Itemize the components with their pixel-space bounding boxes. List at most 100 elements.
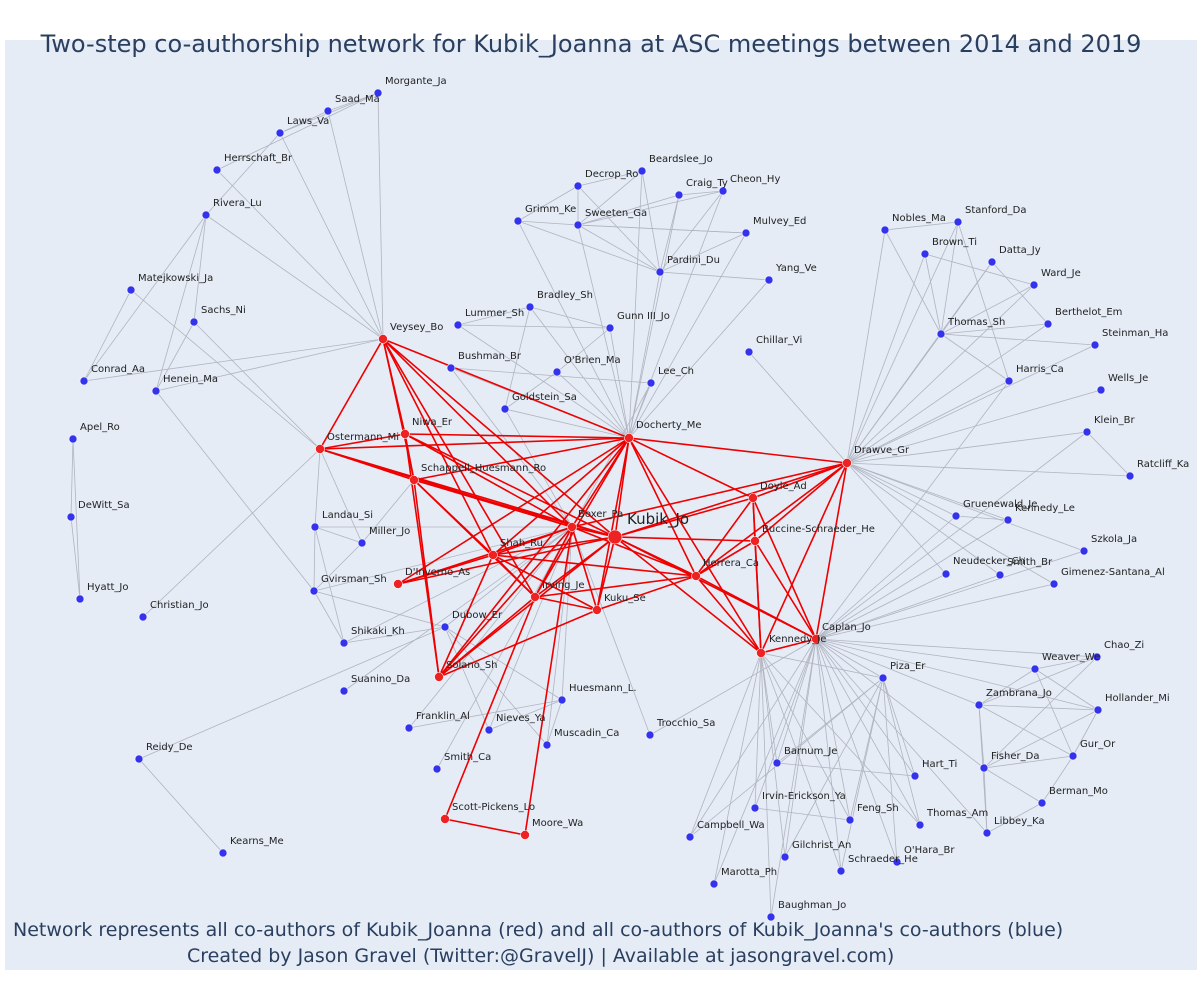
node-reidy-de[interactable] <box>134 754 144 764</box>
node-lummer-sh[interactable] <box>453 320 463 330</box>
node-baughman-jo[interactable] <box>766 912 776 922</box>
node-buccine-schraeder-he[interactable] <box>750 536 760 546</box>
node-neudecker-ch[interactable] <box>941 569 951 579</box>
node-franklin-al[interactable] <box>404 723 414 733</box>
node-shikaki-kh[interactable] <box>339 638 349 648</box>
node-kearns-me[interactable] <box>218 848 228 858</box>
node-wells-je[interactable] <box>1096 385 1106 395</box>
node-piza-er[interactable] <box>878 673 888 683</box>
node-harris-ca[interactable] <box>1004 376 1014 386</box>
node-scott-pickens-lo[interactable] <box>440 814 450 824</box>
node-suanino-da[interactable] <box>339 686 349 696</box>
node-hart-ti[interactable] <box>910 771 920 781</box>
node-rivera-lu[interactable] <box>201 210 211 220</box>
node-kuku-se[interactable] <box>592 605 602 615</box>
node-doyle-ad[interactable] <box>748 493 758 503</box>
node-szkola-ja[interactable] <box>1079 546 1089 556</box>
node-herrera-ca[interactable] <box>691 571 701 581</box>
node-berthelot-em[interactable] <box>1043 319 1053 329</box>
node-berman-mo[interactable] <box>1037 798 1047 808</box>
node-ostermann-mi[interactable] <box>315 444 325 454</box>
node-craig-ty[interactable] <box>674 190 684 200</box>
node-irving-je[interactable] <box>530 592 540 602</box>
node-dubow-er[interactable] <box>440 622 450 632</box>
node-matejkowski-ja[interactable] <box>126 285 136 295</box>
node-gilchrist-an[interactable] <box>780 852 790 862</box>
node-o-brien-ma[interactable] <box>552 367 562 377</box>
node-schraeder-he[interactable] <box>836 866 846 876</box>
node-yang-ve[interactable] <box>764 275 774 285</box>
node-schappell-huesmann-ro[interactable] <box>409 475 419 485</box>
node-stanford-da[interactable] <box>953 217 963 227</box>
node-feng-sh[interactable] <box>845 815 855 825</box>
node-mulvey-ed[interactable] <box>741 228 751 238</box>
node-laws-va[interactable] <box>275 128 285 138</box>
node-datta-jy[interactable] <box>987 257 997 267</box>
node-hyatt-jo[interactable] <box>75 594 85 604</box>
node-niwa-er[interactable] <box>400 429 410 439</box>
node-o-hara-br[interactable] <box>892 857 902 867</box>
node-morgante-ja[interactable] <box>373 88 383 98</box>
node-caplan-jo[interactable] <box>811 634 821 644</box>
node-dewitt-sa[interactable] <box>66 512 76 522</box>
node-beardslee-jo[interactable] <box>637 166 647 176</box>
node-ward-je[interactable] <box>1029 280 1039 290</box>
node-gruenewald-je[interactable] <box>951 511 961 521</box>
node-weaver-we[interactable] <box>1030 664 1040 674</box>
node-brown-ti[interactable] <box>920 249 930 259</box>
node-apel-ro[interactable] <box>68 434 78 444</box>
node-moore-wa[interactable] <box>520 830 530 840</box>
node-klein-br[interactable] <box>1082 427 1092 437</box>
node-huesmann-l-[interactable] <box>557 695 567 705</box>
node-marotta-ph[interactable] <box>709 879 719 889</box>
node-smith-br[interactable] <box>995 570 1005 580</box>
node-sweeten-ga[interactable] <box>573 220 583 230</box>
node-gimenez-santana-al[interactable] <box>1049 579 1059 589</box>
node-bushman-br[interactable] <box>446 363 456 373</box>
node-chao-zi[interactable] <box>1092 652 1102 662</box>
node-boxer-pa[interactable] <box>567 522 577 532</box>
node-thomas-am[interactable] <box>915 820 925 830</box>
node-solano-sh[interactable] <box>434 672 444 682</box>
node-sachs-ni[interactable] <box>189 317 199 327</box>
node-drawve-gr[interactable] <box>842 458 852 468</box>
node-gur-or[interactable] <box>1068 751 1078 761</box>
node-pardini-du[interactable] <box>655 267 665 277</box>
node-barnum-je[interactable] <box>772 758 782 768</box>
node-landau-si[interactable] <box>310 522 320 532</box>
node-cheon-hy[interactable] <box>718 186 728 196</box>
node-libbey-ka[interactable] <box>982 828 992 838</box>
node-conrad-aa[interactable] <box>79 376 89 386</box>
node-steinman-ha[interactable] <box>1090 340 1100 350</box>
node-goldstein-sa[interactable] <box>500 404 510 414</box>
node-nobles-ma[interactable] <box>880 225 890 235</box>
node-docherty-me[interactable] <box>624 433 634 443</box>
node-veysey-bo[interactable] <box>378 334 388 344</box>
node-thomas-sh[interactable] <box>936 329 946 339</box>
node-grimm-ke[interactable] <box>513 216 523 226</box>
node-chillar-vi[interactable] <box>744 347 754 357</box>
node-irvin-erickson-ya[interactable] <box>750 803 760 813</box>
node-zambrana-jo[interactable] <box>974 700 984 710</box>
node-henein-ma[interactable] <box>151 386 161 396</box>
node-saad-ma[interactable] <box>323 106 333 116</box>
node-kennedy-le[interactable] <box>1003 515 1013 525</box>
node-kubik-jo[interactable] <box>607 529 623 545</box>
node-miller-jo[interactable] <box>357 538 367 548</box>
node-christian-jo[interactable] <box>138 612 148 622</box>
node-hollander-mi[interactable] <box>1093 705 1103 715</box>
node-d-inverno-as[interactable] <box>393 579 403 589</box>
node-smith-ca[interactable] <box>432 764 442 774</box>
node-campbell-wa[interactable] <box>685 832 695 842</box>
node-nieves-ya[interactable] <box>484 725 494 735</box>
node-ratcliff-ka[interactable] <box>1125 471 1135 481</box>
node-muscadin-ca[interactable] <box>542 740 552 750</box>
node-kennedy-je[interactable] <box>756 648 766 658</box>
node-shah-ru[interactable] <box>488 550 498 560</box>
node-gvirsman-sh[interactable] <box>309 586 319 596</box>
node-lee-ch[interactable] <box>646 378 656 388</box>
node-gunn-iii-jo[interactable] <box>605 323 615 333</box>
node-fisher-da[interactable] <box>979 763 989 773</box>
node-trocchio-sa[interactable] <box>645 730 655 740</box>
node-decrop-ro[interactable] <box>573 181 583 191</box>
